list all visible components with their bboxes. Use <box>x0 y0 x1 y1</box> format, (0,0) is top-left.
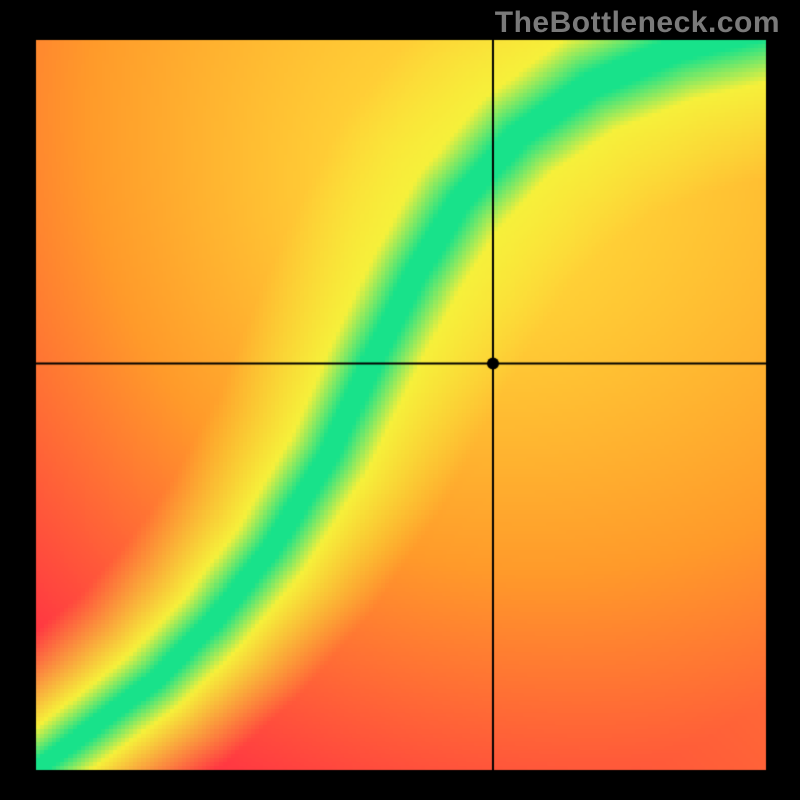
heatmap-canvas <box>0 0 800 800</box>
chart-container: TheBottleneck.com <box>0 0 800 800</box>
watermark-text: TheBottleneck.com <box>495 6 780 40</box>
